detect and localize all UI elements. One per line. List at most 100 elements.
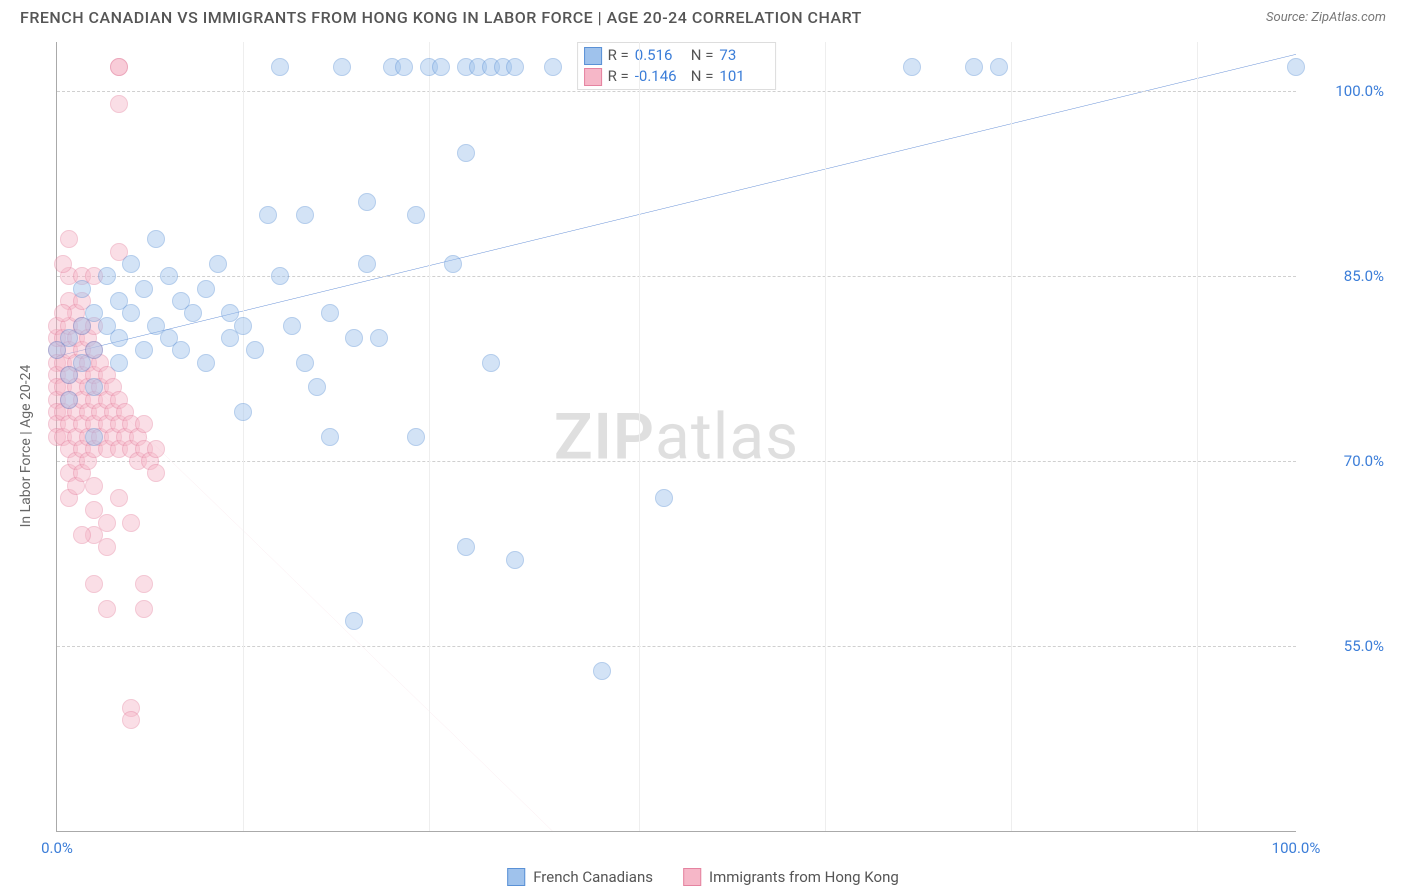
scatter-point [457, 144, 475, 162]
scatter-point [321, 428, 339, 446]
scatter-point [593, 662, 611, 680]
scatter-point [271, 58, 289, 76]
gridline-vertical [243, 42, 244, 831]
scatter-point [544, 58, 562, 76]
scatter-point [407, 428, 425, 446]
y-axis-label: In Labor Force | Age 20-24 [18, 365, 34, 528]
scatter-point [122, 514, 140, 532]
scatter-point [184, 304, 202, 322]
scatter-point [1287, 58, 1305, 76]
scatter-point [358, 255, 376, 273]
scatter-point [345, 329, 363, 347]
scatter-point [98, 514, 116, 532]
scatter-point [321, 304, 339, 322]
legend-label: French Canadians [533, 868, 653, 886]
legend-item: French Canadians [507, 868, 653, 886]
scatter-point [73, 280, 91, 298]
scatter-point [135, 415, 153, 433]
scatter-point [395, 58, 413, 76]
legend-item: Immigrants from Hong Kong [683, 868, 899, 886]
chart-plot-area: ZIPatlas R =0.516N =73R =-0.146N =101 55… [56, 42, 1296, 832]
scatter-point [110, 58, 128, 76]
stat-n-label: N = [691, 66, 714, 87]
scatter-point [135, 575, 153, 593]
scatter-point [98, 267, 116, 285]
scatter-point [234, 403, 252, 421]
stat-n-value: 101 [719, 66, 769, 87]
scatter-point [54, 304, 72, 322]
scatter-point [147, 230, 165, 248]
stat-r-value: 0.516 [635, 45, 685, 66]
stat-r-label: R = [608, 66, 629, 87]
scatter-point [308, 378, 326, 396]
scatter-point [271, 267, 289, 285]
scatter-point [407, 206, 425, 224]
stats-row: R =0.516N =73 [584, 45, 770, 66]
scatter-point [85, 378, 103, 396]
scatter-point [135, 600, 153, 618]
stats-swatch [584, 47, 602, 65]
scatter-point [358, 193, 376, 211]
scatter-point [147, 440, 165, 458]
scatter-point [370, 329, 388, 347]
stats-row: R = -0.146 N =101 [584, 66, 770, 87]
scatter-point [655, 489, 673, 507]
scatter-point [506, 58, 524, 76]
legend-swatch [507, 868, 525, 886]
scatter-point [73, 526, 91, 544]
scatter-point [122, 255, 140, 273]
gridline-vertical [1197, 42, 1198, 831]
scatter-point [209, 255, 227, 273]
x-tick-label: 100.0% [1272, 839, 1321, 857]
scatter-point [110, 489, 128, 507]
scatter-point [990, 58, 1008, 76]
gridline-vertical [639, 42, 640, 831]
stat-r-value: -0.146 [635, 66, 685, 87]
scatter-point [98, 538, 116, 556]
scatter-point [903, 58, 921, 76]
y-tick-label: 55.0% [1304, 637, 1384, 655]
chart-title: FRENCH CANADIAN VS IMMIGRANTS FROM HONG … [20, 8, 862, 27]
scatter-point [506, 551, 524, 569]
scatter-point [432, 58, 450, 76]
scatter-point [110, 95, 128, 113]
x-tick-label: 0.0% [41, 839, 73, 857]
stat-r-label: R = [608, 45, 629, 66]
scatter-point [110, 354, 128, 372]
scatter-point [345, 612, 363, 630]
scatter-point [85, 428, 103, 446]
scatter-point [259, 206, 277, 224]
chart-header: FRENCH CANADIAN VS IMMIGRANTS FROM HONG … [0, 0, 1406, 33]
legend: French Canadians Immigrants from Hong Kon… [507, 868, 899, 886]
scatter-point [333, 58, 351, 76]
scatter-point [234, 317, 252, 335]
stats-swatch [584, 68, 602, 86]
scatter-point [60, 391, 78, 409]
y-tick-label: 100.0% [1304, 82, 1384, 100]
scatter-point [122, 304, 140, 322]
y-tick-label: 70.0% [1304, 452, 1384, 470]
scatter-point [54, 255, 72, 273]
scatter-point [283, 317, 301, 335]
legend-label: Immigrants from Hong Kong [709, 868, 899, 886]
scatter-point [147, 464, 165, 482]
watermark-atlas: atlas [655, 399, 799, 474]
scatter-point [110, 329, 128, 347]
legend-swatch [683, 868, 701, 886]
scatter-point [197, 280, 215, 298]
gridline-vertical [429, 42, 430, 831]
scatter-point [122, 711, 140, 729]
scatter-point [296, 354, 314, 372]
scatter-point [85, 477, 103, 495]
scatter-point [457, 538, 475, 556]
source-label: Source: ZipAtlas.com [1266, 10, 1386, 25]
gridline-vertical [825, 42, 826, 831]
scatter-point [135, 280, 153, 298]
scatter-point [444, 255, 462, 273]
scatter-point [160, 267, 178, 285]
scatter-point [98, 600, 116, 618]
scatter-point [965, 58, 983, 76]
scatter-point [296, 206, 314, 224]
scatter-point [85, 341, 103, 359]
scatter-point [197, 354, 215, 372]
